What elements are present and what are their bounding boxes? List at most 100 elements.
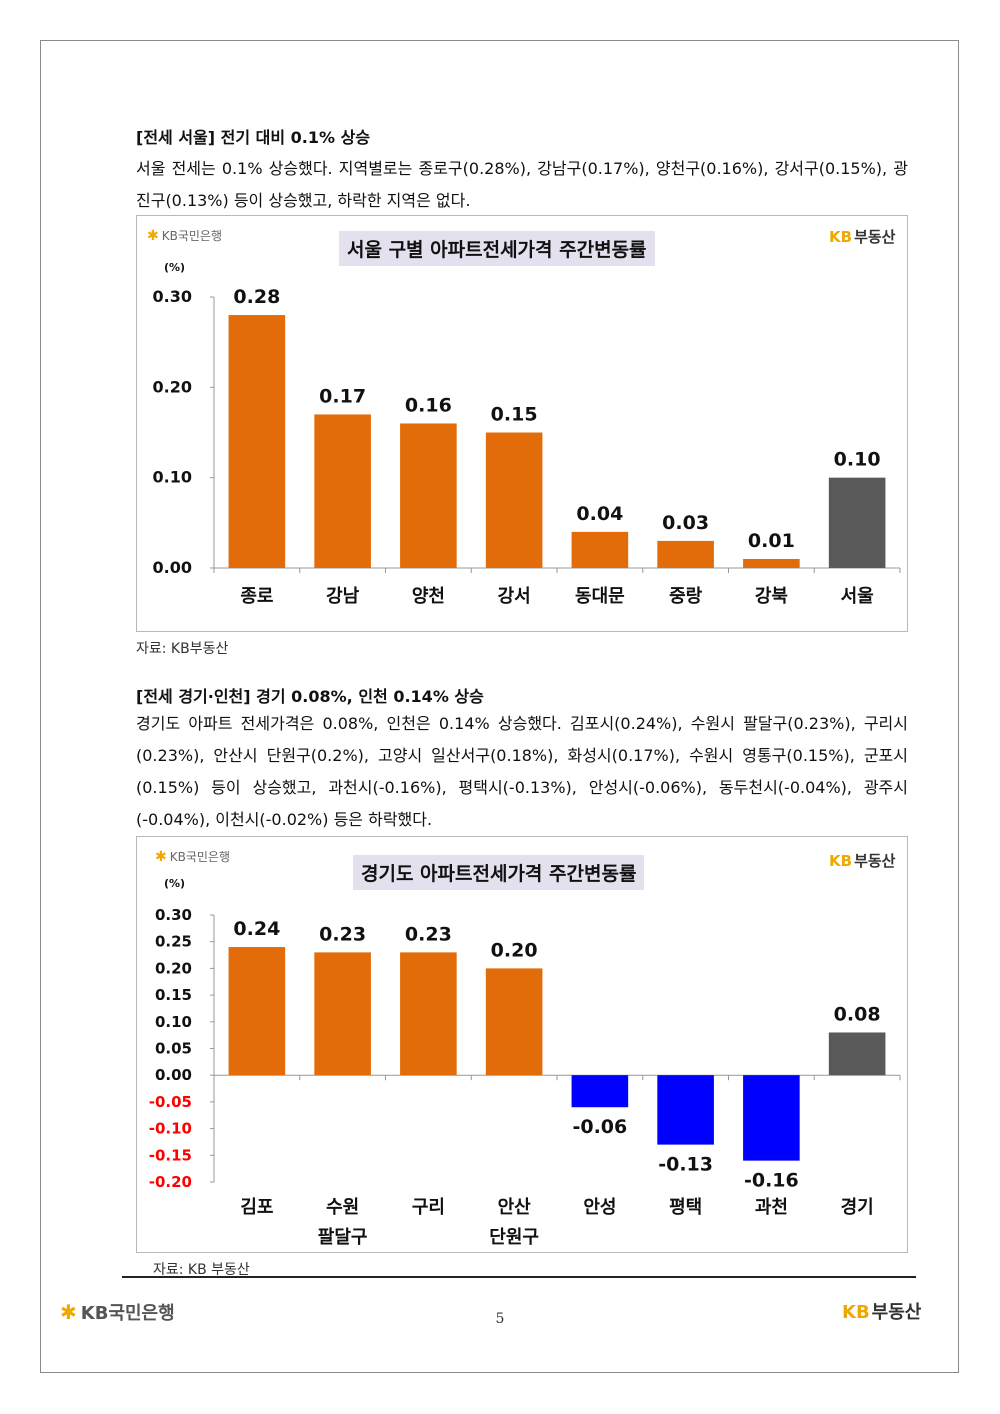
source-seoul: 자료: KB부동산	[136, 641, 229, 657]
page-border	[40, 40, 959, 1373]
data-label: 0.20	[491, 939, 538, 961]
y-tick-label: 0.20	[155, 959, 192, 977]
kb-land-logo-text: 부동산	[854, 228, 896, 246]
chart-unit-gyeonggi: (%)	[164, 877, 186, 890]
chart-bar	[828, 1032, 886, 1076]
section-heading-gyeonggi: [전세 경기·인천] 경기 0.08%, 인천 0.14% 상승	[136, 687, 484, 706]
chart-bar	[571, 531, 629, 568]
category-label: 강북	[755, 586, 788, 607]
footer-divider	[122, 1276, 916, 1278]
data-label: 0.23	[319, 923, 366, 945]
data-label: 0.24	[233, 918, 280, 940]
category-label: 구리	[412, 1197, 445, 1218]
y-tick-label: 0.30	[155, 906, 192, 924]
chart-bar	[571, 1075, 629, 1108]
category-label: 안성	[583, 1197, 616, 1218]
y-tick-label: -0.15	[149, 1146, 192, 1164]
kb-star-icon: ✱	[155, 848, 167, 865]
chart-bar	[485, 432, 543, 568]
source-gyeonggi: 자료: KB 부동산	[153, 1262, 250, 1278]
data-label: 0.04	[576, 503, 623, 525]
chart-bar	[485, 968, 543, 1076]
chart-bar	[657, 1075, 714, 1145]
chart-title-seoul: 서울 구별 아파트전세가격 주간변동률	[339, 231, 655, 266]
kb-star-icon: ✱	[147, 227, 159, 244]
chart-bar	[400, 952, 457, 1076]
kb-land-logo-kb: KB	[829, 852, 853, 870]
chart-title-gyeonggi: 경기도 아파트전세가격 주간변동률	[353, 855, 645, 890]
paragraph-seoul: 서울 전세는 0.1% 상승했다. 지역별로는 종로구(0.28%), 강남구(…	[136, 159, 908, 210]
chart-bar	[228, 947, 286, 1076]
y-tick-label: 0.05	[155, 1040, 192, 1058]
chart-bar	[400, 423, 457, 568]
category-label: 양천	[412, 586, 445, 607]
data-label: -0.13	[658, 1154, 713, 1176]
category-label: 서울	[841, 586, 874, 607]
chart-seoul: ✱ KB국민은행 KB 부동산 서울 구별 아파트전세가격 주간변동률 (%) 0…	[136, 215, 908, 632]
y-tick-label: 0.25	[155, 933, 192, 951]
footer-bank-logo: ✱ KB국민은행	[60, 1299, 175, 1325]
chart-bar	[314, 414, 371, 568]
category-label: 김포	[240, 1197, 273, 1218]
footer-land-logo: KB 부동산	[842, 1298, 921, 1324]
footer-land-logo-text: 부동산	[871, 1302, 922, 1323]
chart-bar	[743, 558, 800, 568]
y-tick-label: 0.10	[155, 1013, 192, 1031]
kb-bank-logo: ✱ KB국민은행	[147, 227, 222, 244]
chart-bar	[228, 315, 286, 568]
category-label: 평택	[669, 1197, 702, 1218]
section-heading-seoul: [전세 서울] 전기 대비 0.1% 상승	[136, 128, 371, 147]
data-label: 0.23	[405, 923, 452, 945]
category-label: 팔달구	[318, 1227, 368, 1248]
y-tick-label: 0.00	[155, 1066, 192, 1084]
data-label: 0.01	[748, 530, 795, 552]
y-tick-label: -0.20	[149, 1173, 192, 1191]
category-label: 중랑	[669, 586, 703, 607]
kb-land-logo: KB 부동산	[829, 850, 895, 871]
category-label: 종로	[240, 586, 273, 607]
data-label: 0.08	[834, 1003, 881, 1025]
y-tick-label: 0.20	[153, 377, 192, 396]
y-tick-label: 0.15	[155, 986, 192, 1004]
y-tick-label: -0.05	[149, 1093, 192, 1111]
chart-unit-seoul: (%)	[164, 261, 186, 274]
kb-land-logo-text: 부동산	[854, 852, 896, 870]
kb-bank-logo-text: KB국민은행	[169, 850, 230, 864]
kb-bank-logo: ✱ KB국민은행	[155, 848, 230, 865]
data-label: 0.16	[405, 394, 452, 416]
kb-land-logo: KB 부동산	[829, 226, 895, 247]
y-tick-label: 0.10	[153, 468, 192, 487]
chart-bar	[743, 1075, 800, 1161]
footer-bank-logo-text: KB국민은행	[80, 1303, 175, 1324]
category-label: 과천	[755, 1197, 788, 1218]
category-label: 단원구	[489, 1227, 539, 1248]
chart-gyeonggi: ✱ KB국민은행 KB 부동산 경기도 아파트전세가격 주간변동률 (%) 0.3…	[136, 836, 908, 1253]
paragraph-gyeonggi: 경기도 아파트 전세가격은 0.08%, 인천은 0.14% 상승했다. 김포시…	[136, 714, 908, 829]
kb-land-logo-kb: KB	[829, 228, 853, 246]
category-label: 안산	[498, 1197, 532, 1218]
y-tick-label: -0.10	[149, 1120, 192, 1138]
chart-bar	[828, 477, 886, 568]
chart-bar	[657, 540, 714, 568]
category-label: 강남	[326, 586, 360, 607]
category-label: 강서	[498, 586, 531, 607]
category-label: 수원	[326, 1197, 359, 1218]
y-tick-label: 0.00	[153, 558, 192, 577]
chart-svg-seoul: 0.00 0.10 0.20 0.30 0.28 종로 0.17 강남 0.16 양천 0.15 강서…	[153, 286, 901, 607]
data-label: -0.16	[744, 1170, 799, 1192]
data-label: 0.28	[233, 286, 280, 308]
data-label: -0.06	[572, 1116, 627, 1138]
y-tick-label: 0.30	[153, 287, 192, 306]
chart-svg-gyeonggi: 0.30 0.25 0.20 0.15 0.10 0.05 0.00 -0.05 -0.10 -0…	[149, 906, 901, 1248]
data-label: 0.10	[834, 449, 881, 471]
data-label: 0.03	[662, 512, 709, 534]
footer-land-logo-kb: KB	[842, 1302, 870, 1323]
category-label: 경기	[841, 1197, 874, 1218]
page-number: 5	[495, 1311, 505, 1327]
kb-bank-logo-text: KB국민은행	[161, 229, 222, 243]
chart-bar	[314, 952, 371, 1076]
data-label: 0.15	[491, 404, 538, 426]
kb-star-icon: ✱	[60, 1300, 77, 1324]
category-label: 동대문	[575, 586, 625, 607]
data-label: 0.17	[319, 385, 366, 407]
